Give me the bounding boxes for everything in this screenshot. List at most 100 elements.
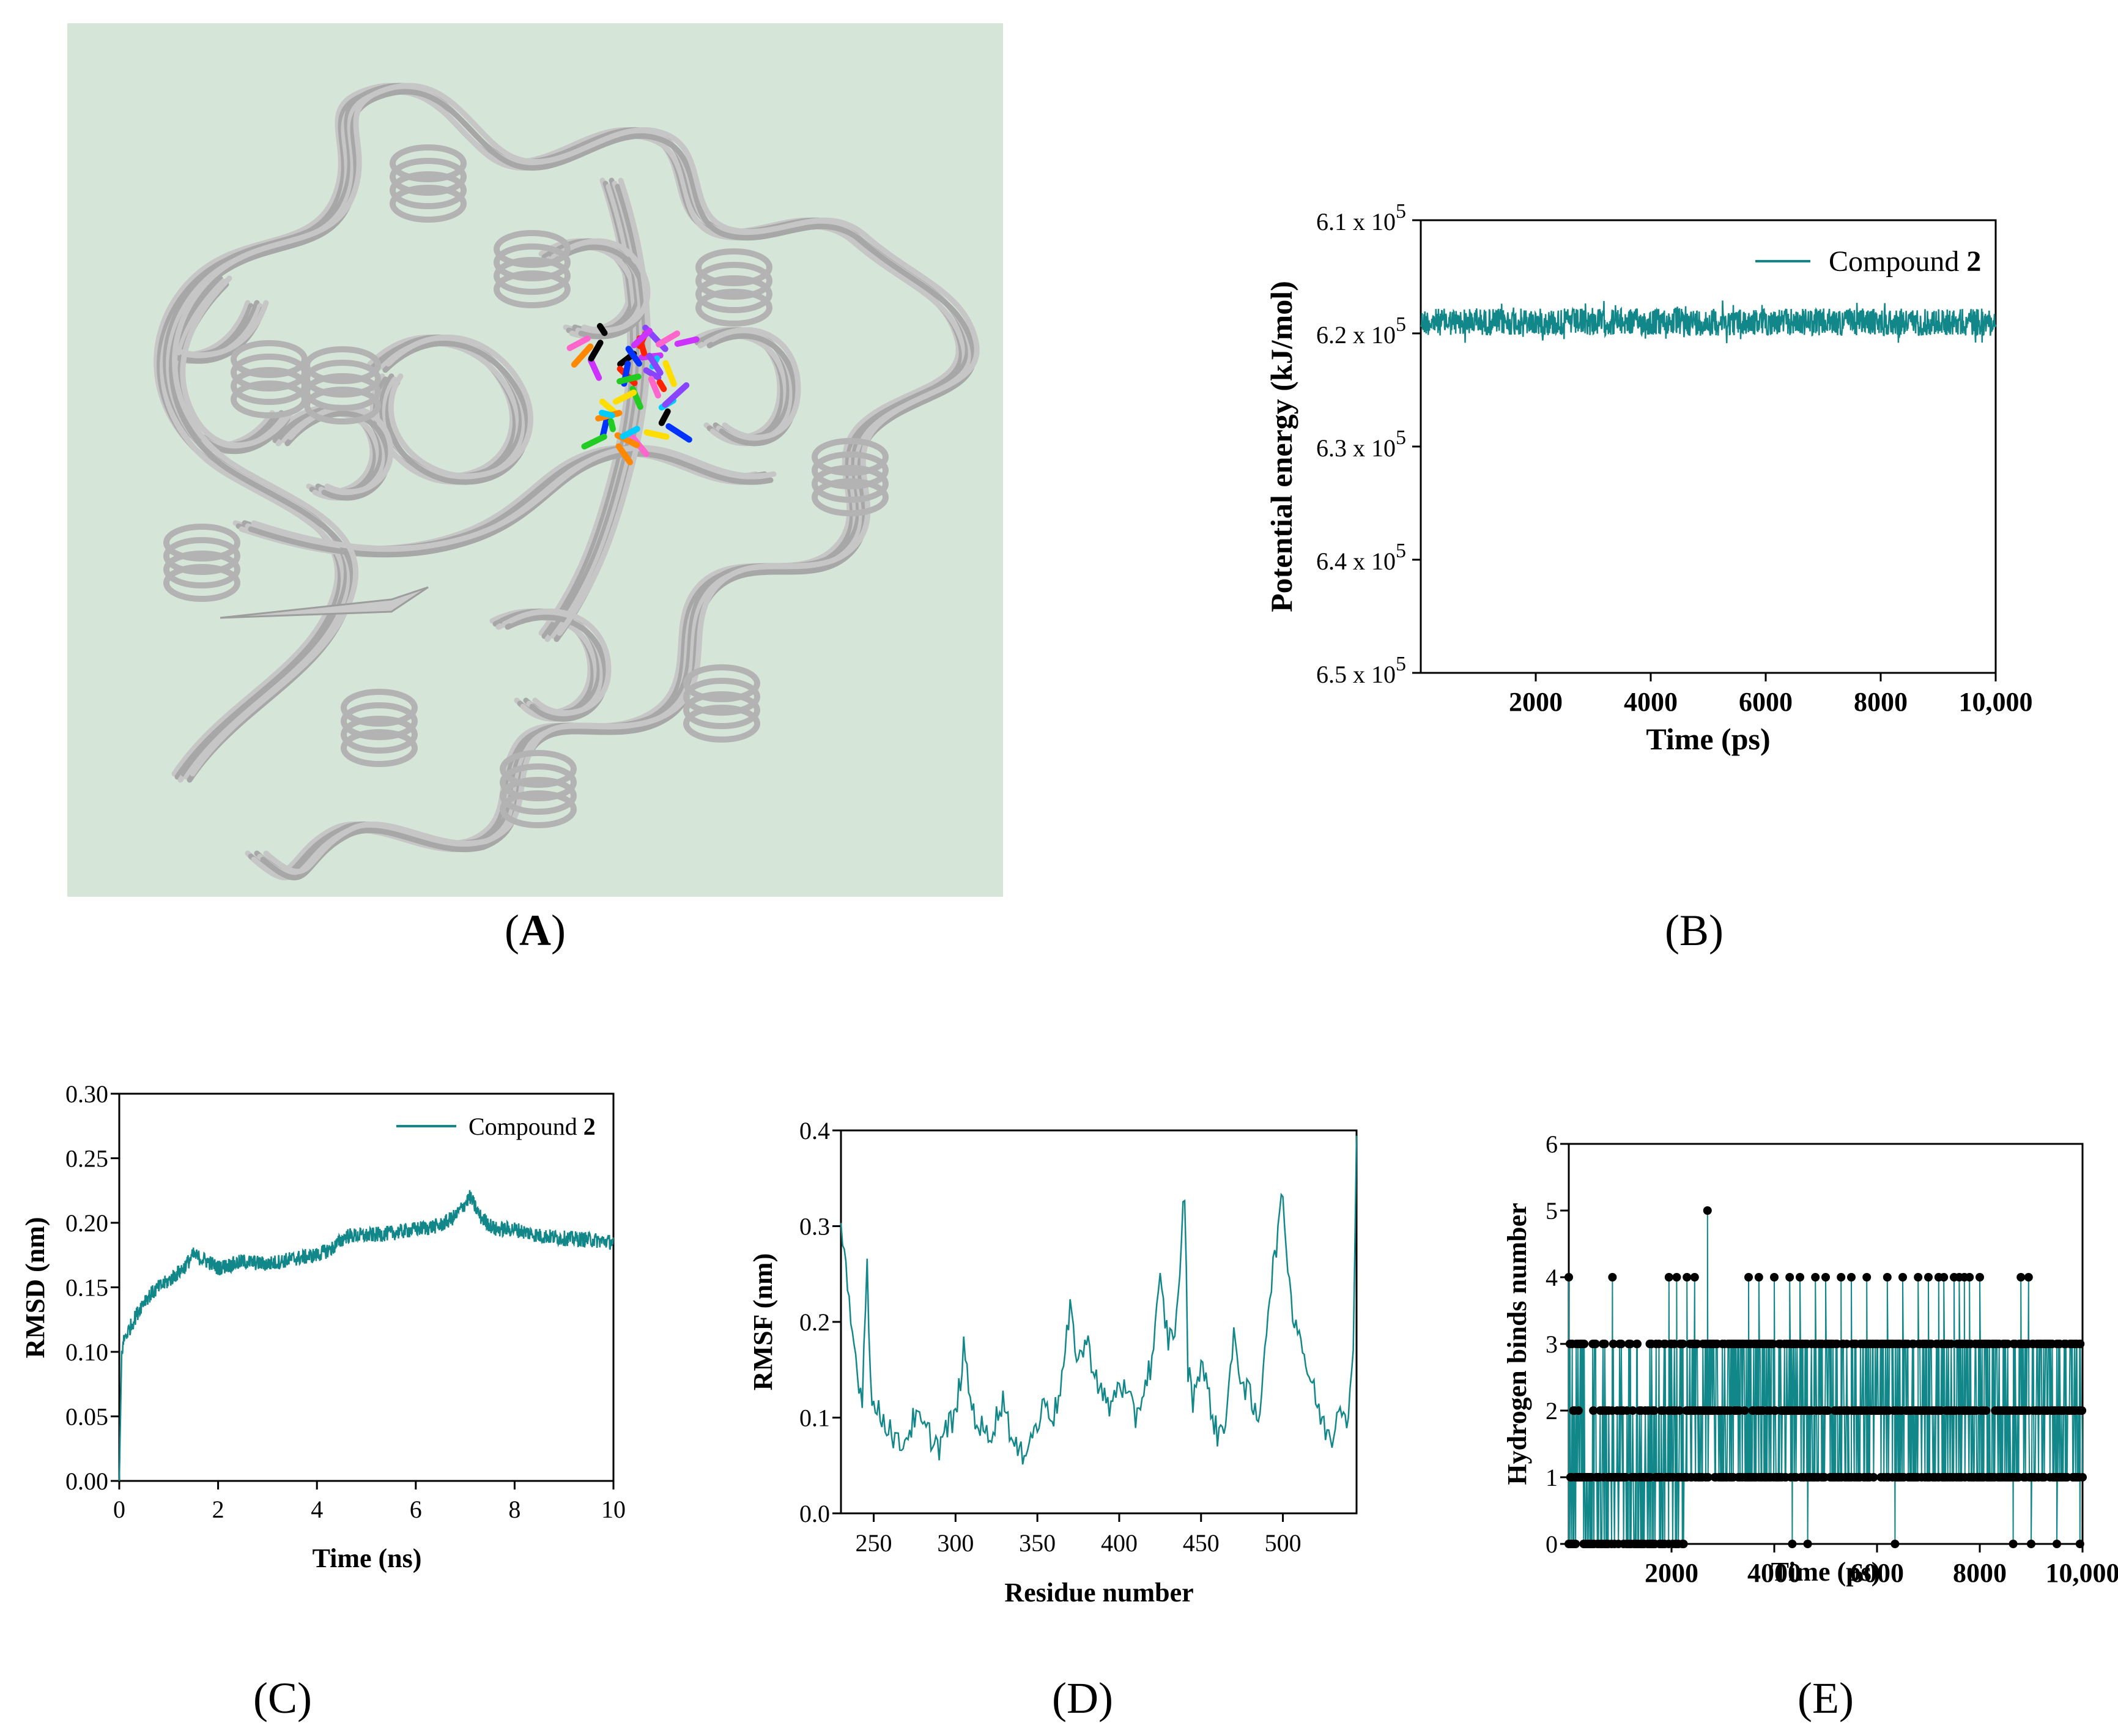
legend-text-b: Compound 2: [1829, 245, 1981, 278]
x-ticks-b: 2000 4000 6000 8000 10,000: [1509, 673, 2033, 717]
data-point: [1862, 1273, 1872, 1282]
protein-ribbon-strand: [508, 127, 980, 428]
y-tick-label: 0.4: [799, 1117, 830, 1144]
ligand-bond: [656, 379, 667, 392]
protein-helix-turn: [812, 465, 889, 503]
y-tick-label: 0.15: [65, 1274, 108, 1302]
protein-ribbon-strand: [180, 275, 294, 448]
protein-helix-turn: [163, 524, 240, 562]
data-point: [1564, 1273, 1573, 1282]
data-point: [1965, 1273, 1974, 1282]
protein-helix-turn: [683, 664, 760, 702]
protein-helix-turn: [390, 158, 467, 196]
protein-ribbon-strand: [465, 422, 862, 844]
protein-helix-turn: [390, 171, 467, 209]
protein-ribbon-strand: [177, 300, 269, 358]
ligand-bond: [571, 343, 594, 368]
protein-ribbon-strand: [557, 177, 651, 636]
protein-ribbon-image: [154, 83, 980, 881]
protein-helix-turn: [231, 340, 308, 378]
panel-label-c: (C): [253, 1674, 312, 1723]
y-tick-label: 6.5 x 105: [1316, 653, 1406, 688]
x-tick-label: 4000: [1747, 1558, 1801, 1588]
protein-helix-turn: [163, 551, 240, 588]
x-tick-label: 350: [1019, 1529, 1056, 1557]
data-point: [1924, 1273, 1933, 1282]
x-ticks-e: 2000 4000 6000 8000 10,000: [1645, 1544, 2118, 1588]
protein-helix-turn: [683, 691, 760, 729]
protein-ribbon-strand: [508, 608, 612, 716]
data-point: [1626, 1340, 1635, 1348]
ligand-bond: [596, 323, 608, 336]
y-tick-label: 0.10: [65, 1338, 108, 1366]
ligand-bond: [617, 373, 642, 385]
y-axis-label-e: Hydrogen binds number: [1502, 1203, 1532, 1485]
ligand-bond: [662, 382, 690, 408]
series-c: [118, 1190, 615, 1482]
y-tick-label: 0.1: [799, 1404, 830, 1432]
x-tick-label: 450: [1183, 1529, 1220, 1557]
ligand-bond: [656, 330, 681, 347]
protein-ribbon-strand: [502, 611, 605, 719]
data-point: [1672, 1273, 1681, 1282]
y-tick-label: 0.2: [799, 1308, 830, 1336]
protein-helix-turn: [812, 438, 889, 476]
protein-helix-turn: [163, 564, 240, 602]
x-axis-label-e: Time (ps): [1771, 1557, 1881, 1587]
protein-helix-turn: [500, 763, 577, 801]
data-point: [1975, 1273, 1984, 1282]
data-point: [1914, 1273, 1923, 1282]
ligand-bond: [625, 346, 642, 367]
data-point: [1608, 1273, 1617, 1282]
y-tick-label: 5: [1546, 1197, 1558, 1225]
y-axis-label-c: RMSD (nm): [20, 1217, 50, 1359]
panel-label-a: (A): [505, 906, 566, 955]
x-tick-label: 2: [212, 1496, 224, 1523]
x-tick-label: 8000: [1953, 1558, 2007, 1588]
protein-ribbon-strand: [260, 827, 486, 881]
protein-helix-turn: [341, 716, 418, 754]
panel-label-d: (D): [1052, 1674, 1113, 1723]
series-line-compound-2: [1420, 300, 1997, 343]
data-point: [2024, 1273, 2033, 1282]
y-tick-label: 0.3: [799, 1213, 830, 1241]
x-tick-label: 8000: [1854, 687, 1908, 717]
ligand-bond: [643, 367, 662, 381]
series-line-rmsf: [840, 1135, 1358, 1465]
x-tick-label: 6000: [1850, 1558, 1904, 1588]
data-point: [1785, 1273, 1794, 1282]
panel-a: [67, 23, 1003, 897]
x-tick-label: 2000: [1645, 1558, 1698, 1588]
series-b: [1420, 300, 1997, 343]
data-point: [1679, 1540, 1688, 1548]
y-tick-label: 0.25: [65, 1145, 108, 1173]
protein-helix-turn: [390, 144, 467, 182]
y-tick-label: 0.30: [65, 1080, 108, 1108]
data-point: [2078, 1473, 2087, 1482]
protein-ribbon-strand: [709, 327, 801, 440]
x-ticks-c: 0 2 4 6 8 10: [113, 1481, 626, 1523]
protein-helix-turn: [231, 380, 308, 418]
data-point: [1628, 1406, 1637, 1415]
protein-helix-turn: [695, 289, 772, 327]
series-line-hbonds: [1568, 1210, 2083, 1545]
ligand-bond: [598, 409, 615, 419]
protein-helix-turn: [494, 270, 571, 308]
protein-helix-turn: [341, 689, 418, 727]
y-tick-label: 6.3 x 105: [1316, 426, 1406, 462]
x-tick-label: 4: [311, 1496, 323, 1523]
y-axis-label-d: RMSF (nm): [748, 1253, 778, 1390]
y-tick-label: 6: [1546, 1130, 1558, 1158]
protein-helix-turn: [500, 777, 577, 815]
y-ticks-b: 6.1 x 105 6.2 x 105 6.3 x 105 6.4 x 105 6.5 …: [1316, 200, 1421, 688]
data-point: [2027, 1540, 2035, 1548]
protein-beta-sheet: [220, 586, 429, 619]
protein-ribbon-strand: [251, 445, 777, 552]
protein-helix-turn: [494, 243, 571, 281]
protein-helix-turn: [163, 537, 240, 575]
data-point: [1982, 1406, 1991, 1415]
data-point: [1803, 1540, 1812, 1548]
protein-ribbon-strand: [385, 334, 534, 479]
ligand-bond: [648, 376, 661, 399]
